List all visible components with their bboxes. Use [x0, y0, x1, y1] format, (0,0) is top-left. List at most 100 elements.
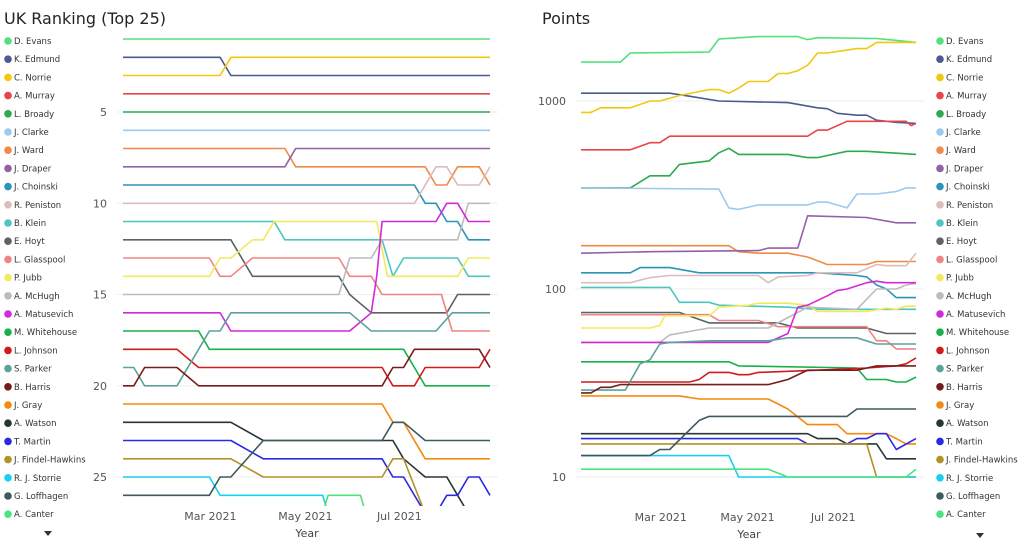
- series-line-c-norrie[interactable]: [123, 56, 490, 77]
- points-legend-scroll-down-arrow[interactable]: [976, 533, 984, 538]
- legend-item-j-choinski[interactable]: J. Choinski: [936, 183, 990, 193]
- series-line-b-harris[interactable]: [123, 348, 491, 387]
- legend-item-a-murray[interactable]: A. Murray: [936, 92, 987, 102]
- legend-item-m-whitehouse[interactable]: M. Whitehouse: [4, 328, 77, 338]
- legend-item-p-jubb[interactable]: P. Jubb: [4, 274, 42, 284]
- legend-item-a-canter[interactable]: A. Canter: [936, 510, 986, 520]
- series-line-j-draper[interactable]: [580, 215, 916, 254]
- series-line-b-klein[interactable]: [123, 220, 490, 278]
- series-line-a-mchugh[interactable]: [581, 282, 917, 344]
- legend-item-t-martin[interactable]: T. Martin: [936, 437, 983, 447]
- series-line-l-broady[interactable]: [581, 147, 917, 189]
- series-line-m-whitehouse[interactable]: [123, 330, 490, 387]
- legend-item-p-jubb[interactable]: P. Jubb: [936, 274, 974, 284]
- legend-item-g-loffhagen[interactable]: G. Loffhagen: [4, 492, 68, 502]
- legend-item-e-hoyt[interactable]: E. Hoyt: [4, 237, 45, 247]
- series-line-g-loffhagen[interactable]: [123, 421, 490, 497]
- legend-item-d-evans[interactable]: D. Evans: [936, 37, 984, 47]
- legend-item-b-klein[interactable]: B. Klein: [4, 219, 46, 229]
- legend-item-l-glasspool[interactable]: L. Glasspool: [4, 255, 65, 265]
- series-line-j-gray[interactable]: [581, 395, 916, 445]
- series-line-l-johnson[interactable]: [123, 348, 491, 387]
- legend-item-a-murray[interactable]: A. Murray: [4, 92, 55, 102]
- series-line-k-edmund[interactable]: [581, 92, 917, 125]
- legend-item-l-glasspool[interactable]: L. Glasspool: [936, 255, 997, 265]
- series-line-l-glasspool[interactable]: [581, 313, 916, 350]
- series-line-j-draper[interactable]: [123, 147, 490, 168]
- legend-item-j-draper[interactable]: J. Draper: [4, 164, 52, 174]
- legend-item-s-parker[interactable]: S. Parker: [4, 365, 52, 375]
- legend-item-r-j-storrie[interactable]: R. J. Storrie: [4, 474, 61, 484]
- series-line-t-martin[interactable]: [581, 432, 917, 451]
- legend-item-k-edmund[interactable]: K. Edmund: [936, 55, 992, 65]
- series-line-j-findel-hawkins[interactable]: [123, 458, 490, 514]
- series-line-a-matusevich[interactable]: [123, 202, 490, 332]
- legend-item-c-norrie[interactable]: C. Norrie: [936, 73, 983, 83]
- legend-item-r-peniston[interactable]: R. Peniston: [936, 201, 993, 211]
- legend-item-e-hoyt[interactable]: E. Hoyt: [936, 237, 977, 247]
- legend-item-j-ward[interactable]: J. Ward: [4, 146, 44, 156]
- legend-item-d-evans[interactable]: D. Evans: [4, 37, 52, 47]
- legend-item-a-matusevich[interactable]: A. Matusevich: [936, 310, 1005, 320]
- series-line-c-norrie[interactable]: [581, 41, 916, 114]
- legend-item-j-findel-hawkins[interactable]: J. Findel-Hawkins: [4, 456, 86, 466]
- legend-item-j-findel-hawkins[interactable]: J. Findel-Hawkins: [936, 456, 1018, 466]
- legend-item-a-canter[interactable]: A. Canter: [4, 510, 54, 520]
- legend-item-j-gray[interactable]: J. Gray: [936, 401, 974, 411]
- legend-item-g-loffhagen[interactable]: G. Loffhagen: [936, 492, 1000, 502]
- series-line-j-ward[interactable]: [581, 244, 916, 266]
- series-line-g-loffhagen[interactable]: [581, 408, 916, 457]
- series-line-j-gray[interactable]: [123, 403, 490, 460]
- legend-item-j-clarke[interactable]: J. Clarke: [936, 128, 981, 138]
- series-line-k-edmund[interactable]: [123, 56, 490, 77]
- series-line-j-ward[interactable]: [123, 147, 491, 186]
- legend-item-j-ward[interactable]: J. Ward: [936, 146, 976, 156]
- series-line-j-choinski[interactable]: [123, 184, 490, 241]
- series-line-s-parker[interactable]: [581, 337, 916, 391]
- legend-item-j-choinski[interactable]: J. Choinski: [4, 183, 58, 193]
- series-line-a-watson[interactable]: [581, 432, 916, 460]
- ranking-legend-scroll-down-arrow[interactable]: [44, 531, 52, 536]
- legend-item-b-harris[interactable]: B. Harris: [936, 383, 983, 393]
- legend-item-a-mchugh[interactable]: A. McHugh: [4, 292, 60, 302]
- series-line-s-parker[interactable]: [123, 312, 490, 387]
- series-line-b-klein[interactable]: [581, 286, 916, 311]
- series-line-j-choinski[interactable]: [581, 266, 916, 299]
- series-line-p-jubb[interactable]: [123, 220, 490, 278]
- legend-item-r-j-storrie[interactable]: R. J. Storrie: [936, 474, 993, 484]
- legend-item-t-martin[interactable]: T. Martin: [4, 437, 51, 447]
- series-line-a-mchugh[interactable]: [123, 202, 490, 296]
- series-line-r-j-storrie[interactable]: [123, 476, 490, 514]
- series-line-r-peniston[interactable]: [581, 252, 917, 284]
- series-line-p-jubb[interactable]: [581, 302, 916, 329]
- series-line-r-peniston[interactable]: [123, 166, 491, 205]
- series-line-a-murray[interactable]: [581, 120, 917, 151]
- series-line-m-whitehouse[interactable]: [581, 361, 917, 383]
- legend-item-j-draper[interactable]: J. Draper: [936, 164, 984, 174]
- series-line-a-matusevich[interactable]: [581, 280, 916, 344]
- series-line-j-findel-hawkins[interactable]: [581, 443, 916, 478]
- series-line-d-evans[interactable]: [581, 35, 917, 63]
- legend-item-c-norrie[interactable]: C. Norrie: [4, 73, 51, 83]
- legend-item-m-whitehouse[interactable]: M. Whitehouse: [936, 328, 1009, 338]
- series-line-t-martin[interactable]: [123, 439, 491, 514]
- legend-item-k-edmund[interactable]: K. Edmund: [4, 55, 60, 65]
- legend-item-l-broady[interactable]: L. Broady: [936, 110, 986, 120]
- legend-item-a-mchugh[interactable]: A. McHugh: [936, 292, 992, 302]
- series-line-l-glasspool[interactable]: [123, 257, 490, 332]
- legend-item-j-gray[interactable]: J. Gray: [4, 401, 42, 411]
- legend-item-b-harris[interactable]: B. Harris: [4, 383, 51, 393]
- legend-item-l-johnson[interactable]: L. Johnson: [936, 346, 990, 356]
- legend-item-a-watson[interactable]: A. Watson: [4, 419, 57, 429]
- series-line-a-canter[interactable]: [581, 468, 917, 478]
- series-line-a-canter[interactable]: [123, 494, 490, 513]
- legend-item-r-peniston[interactable]: R. Peniston: [4, 201, 61, 211]
- legend-item-a-watson[interactable]: A. Watson: [936, 419, 989, 429]
- legend-item-s-parker[interactable]: S. Parker: [936, 365, 984, 375]
- series-line-j-clarke[interactable]: [580, 187, 916, 211]
- legend-item-l-johnson[interactable]: L. Johnson: [4, 346, 58, 356]
- legend-item-a-matusevich[interactable]: A. Matusevich: [4, 310, 73, 320]
- series-line-b-harris[interactable]: [581, 365, 916, 394]
- series-line-e-hoyt[interactable]: [581, 311, 916, 335]
- legend-item-l-broady[interactable]: L. Broady: [4, 110, 54, 120]
